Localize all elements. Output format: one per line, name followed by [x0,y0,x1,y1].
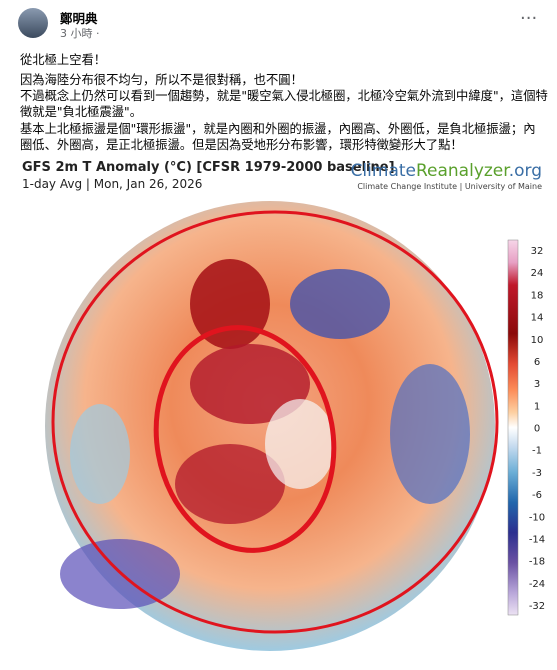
post-line: 從北極上空看！ [20,53,107,67]
image-subtitle: 1-day Avg | Mon, Jan 26, 2026 [22,177,202,191]
colorbar-label: 32 [531,246,544,257]
time[interactable]: 3 小時 · [60,27,100,40]
avatar[interactable] [18,8,48,38]
colorbar [507,239,519,616]
colorbar-label: -10 [529,512,545,523]
map-image: GFS 2m T Anomaly (°C) [CFSR 1979-2000 ba… [4,154,553,670]
colorbar-label: 6 [534,357,540,368]
anomaly [290,269,390,339]
brand-a: Climate [351,161,416,181]
post-line: 基本上北極振盪是個"環形振盪"，就是內圈和外圈的振盪，內圈高、外圈低，是負北極振… [20,122,536,136]
author[interactable]: 鄭明典 [60,11,98,26]
colorbar-label: 24 [531,268,544,279]
post-line: 徵就是"負北極震盪"。 [20,105,142,119]
colorbar-label: -6 [532,490,542,501]
post-line: 圈低、外圈高，是正北極振盪。但是因為受地形分布影響，環形特徵變形大了點！ [20,138,463,152]
anomaly [175,444,285,524]
institute: Climate Change Institute | University of… [357,182,542,191]
anomaly [265,399,335,489]
colorbar-label: -32 [529,601,545,612]
more-button[interactable]: ··· [520,8,538,29]
colorbar-label: 14 [531,313,544,324]
post-line: 不過概念上仍然可以看到一個趨勢，就是"暖空氣入侵北極圈，北極冷空氣外流到中緯度"… [20,89,548,103]
colorbar-label: -14 [529,534,545,545]
post-line: 因為海陸分布很不均勻，所以不是很對稱，也不圓！ [20,73,303,87]
outer-ring [51,210,499,634]
anomaly [190,344,310,424]
inner-ring [153,325,337,553]
colorbar-label: 3 [534,379,540,390]
image-title: GFS 2m T Anomaly (°C) [CFSR 1979-2000 ba… [22,160,395,175]
colorbar-label: 0 [534,424,540,435]
colorbar-label: -3 [532,468,542,479]
colorbar-label: -24 [529,579,545,590]
brand-c: .org [509,161,542,181]
colorbar-label: 1 [534,401,540,412]
colorbar-label: 18 [531,290,544,301]
brand: ClimateReanalyzer.org [351,161,542,181]
colorbar-label: -18 [529,557,545,568]
colorbar-label: -1 [532,446,542,457]
anomaly [390,364,470,504]
colorbar-label: 10 [531,335,544,346]
anomaly [70,404,130,504]
brand-b: Reanalyzer [416,161,510,181]
